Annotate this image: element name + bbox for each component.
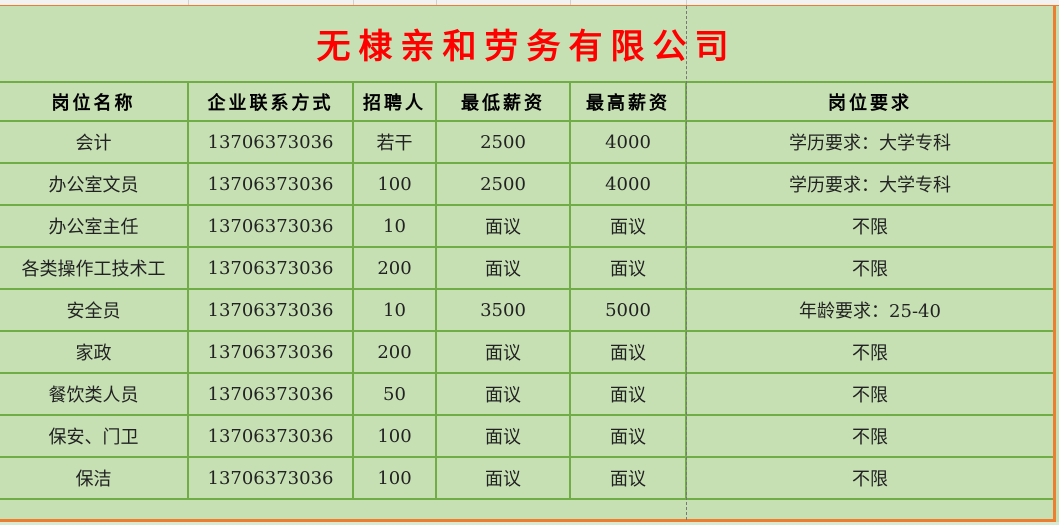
cell-min-salary[interactable]: 面议 [435, 456, 571, 500]
cell-min-salary[interactable]: 2500 [435, 162, 571, 206]
cell-min-salary[interactable]: 2500 [435, 121, 571, 164]
cell-headcount[interactable]: 10 [352, 288, 437, 332]
cell-min-salary[interactable]: 3500 [435, 288, 571, 332]
cell-min-salary[interactable]: 面议 [435, 372, 571, 416]
header-min-salary[interactable]: 最低薪资 [435, 83, 571, 122]
table-row: 办公室主任 13706373036 10 面议 面议 不限 [0, 204, 1053, 248]
cell-max-salary[interactable]: 面议 [569, 456, 687, 500]
cell-position-name[interactable]: 家政 [0, 330, 189, 374]
header-row: 岗位名称 企业联系方式 招聘人 最低薪资 最高薪资 岗位要求 [0, 83, 1053, 122]
cell-contact[interactable]: 13706373036 [187, 414, 354, 458]
cell-position-name[interactable]: 会计 [0, 121, 189, 164]
spreadsheet-range[interactable]: 无棣亲和劳务有限公司 岗位名称 企业联系方式 招聘人 最低薪资 最高薪资 岗位要求 会计 1… [0, 6, 1056, 522]
cell-position-name[interactable]: 各类操作工技术工 [0, 246, 189, 290]
cell-contact[interactable]: 13706373036 [187, 246, 354, 290]
cell-requirement[interactable]: 年龄要求：25-40 [685, 288, 1053, 332]
cell-requirement[interactable]: 不限 [685, 372, 1053, 416]
table-row: 餐饮类人员 13706373036 50 面议 面议 不限 [0, 372, 1053, 416]
cell-headcount[interactable]: 200 [352, 330, 437, 374]
cell-max-salary[interactable]: 4000 [569, 121, 687, 164]
table-row: 安全员 13706373036 10 3500 5000 年龄要求：25-40 [0, 288, 1053, 332]
cell-position-name[interactable]: 餐饮类人员 [0, 372, 189, 416]
table-row: 家政 13706373036 200 面议 面议 不限 [0, 330, 1053, 374]
cell-requirement[interactable]: 不限 [685, 456, 1053, 500]
cell-min-salary[interactable]: 面议 [435, 414, 571, 458]
cell-max-salary[interactable]: 面议 [569, 204, 687, 248]
cell-contact[interactable]: 13706373036 [187, 121, 354, 164]
sheet-title[interactable]: 无棣亲和劳务有限公司 [0, 6, 1053, 83]
cell-headcount[interactable]: 100 [352, 162, 437, 206]
table-row: 办公室文员 13706373036 100 2500 4000 学历要求：大学专科 [0, 162, 1053, 206]
cell-max-salary[interactable]: 面议 [569, 330, 687, 374]
cell-position-name[interactable]: 办公室主任 [0, 204, 189, 248]
cell-contact[interactable]: 13706373036 [187, 330, 354, 374]
table-row: 保安、门卫 13706373036 100 面议 面议 不限 [0, 414, 1053, 458]
header-contact[interactable]: 企业联系方式 [187, 83, 354, 122]
cell-position-name[interactable]: 安全员 [0, 288, 189, 332]
cell-min-salary[interactable]: 面议 [435, 330, 571, 374]
cell-requirement[interactable]: 学历要求：大学专科 [685, 162, 1053, 206]
cell-min-salary[interactable]: 面议 [435, 246, 571, 290]
cell-contact[interactable]: 13706373036 [187, 456, 354, 500]
job-table: 岗位名称 企业联系方式 招聘人 最低薪资 最高薪资 岗位要求 会计 13706373036 若… [0, 83, 1053, 500]
header-position-name[interactable]: 岗位名称 [0, 83, 189, 122]
cell-position-name[interactable]: 保洁 [0, 456, 189, 500]
cell-headcount[interactable]: 100 [352, 414, 437, 458]
cell-max-salary[interactable]: 面议 [569, 414, 687, 458]
cell-position-name[interactable]: 保安、门卫 [0, 414, 189, 458]
page-break-line [686, 6, 687, 525]
cell-contact[interactable]: 13706373036 [187, 204, 354, 248]
table-row: 各类操作工技术工 13706373036 200 面议 面议 不限 [0, 246, 1053, 290]
cell-max-salary[interactable]: 5000 [569, 288, 687, 332]
cell-contact[interactable]: 13706373036 [187, 372, 354, 416]
cell-headcount[interactable]: 200 [352, 246, 437, 290]
cell-requirement[interactable]: 不限 [685, 330, 1053, 374]
header-max-salary[interactable]: 最高薪资 [569, 83, 687, 122]
table-row: 保洁 13706373036 100 面议 面议 不限 [0, 456, 1053, 500]
next-row-strip [0, 522, 1059, 525]
cell-position-name[interactable]: 办公室文员 [0, 162, 189, 206]
cell-headcount[interactable]: 50 [352, 372, 437, 416]
cell-requirement[interactable]: 不限 [685, 204, 1053, 248]
table-row: 会计 13706373036 若干 2500 4000 学历要求：大学专科 [0, 121, 1053, 164]
cell-contact[interactable]: 13706373036 [187, 288, 354, 332]
cell-headcount[interactable]: 10 [352, 204, 437, 248]
cell-contact[interactable]: 13706373036 [187, 162, 354, 206]
cell-requirement[interactable]: 不限 [685, 414, 1053, 458]
cell-requirement[interactable]: 不限 [685, 246, 1053, 290]
cell-max-salary[interactable]: 面议 [569, 246, 687, 290]
cell-min-salary[interactable]: 面议 [435, 204, 571, 248]
cell-requirement[interactable]: 学历要求：大学专科 [685, 121, 1053, 164]
cell-headcount[interactable]: 若干 [352, 121, 437, 164]
cell-max-salary[interactable]: 4000 [569, 162, 687, 206]
cell-headcount[interactable]: 100 [352, 456, 437, 500]
header-requirement[interactable]: 岗位要求 [685, 83, 1053, 122]
header-headcount[interactable]: 招聘人 [352, 83, 437, 122]
previous-row-strip [0, 0, 1059, 6]
cell-max-salary[interactable]: 面议 [569, 372, 687, 416]
